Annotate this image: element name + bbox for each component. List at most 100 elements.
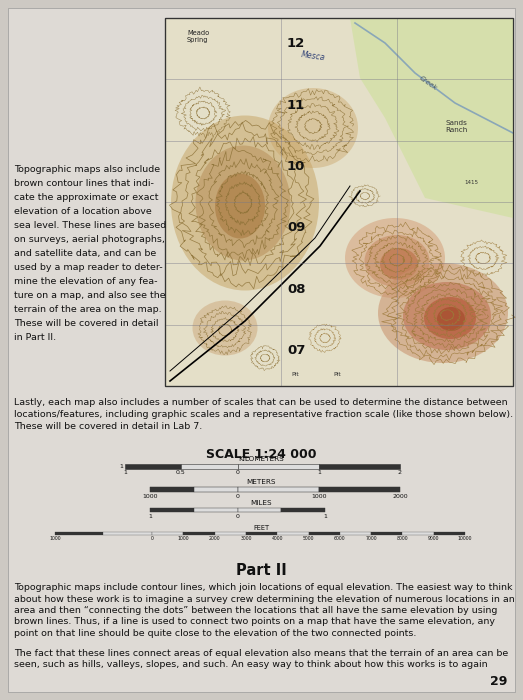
- Text: Meado
Spring: Meado Spring: [187, 30, 209, 43]
- Text: 1: 1: [119, 464, 123, 469]
- Text: Creek: Creek: [418, 75, 438, 91]
- Text: mine the elevation of any fea-: mine the elevation of any fea-: [14, 277, 157, 286]
- Text: 8000: 8000: [396, 536, 408, 541]
- Bar: [150, 487, 194, 492]
- Ellipse shape: [192, 300, 257, 356]
- Ellipse shape: [403, 282, 491, 350]
- Ellipse shape: [380, 248, 418, 280]
- Text: 1000: 1000: [142, 494, 158, 498]
- Bar: [181, 464, 238, 469]
- Text: 07: 07: [287, 344, 305, 357]
- Bar: [214, 532, 246, 535]
- Text: Lastly, each map also includes a number of scales that can be used to determine : Lastly, each map also includes a number …: [14, 398, 508, 407]
- Text: KILOMETERS: KILOMETERS: [238, 456, 284, 462]
- Text: about how these work is to imagine a survey crew determining the elevation of nu: about how these work is to imagine a sur…: [14, 594, 515, 603]
- Text: cate the approximate or exact: cate the approximate or exact: [14, 193, 158, 202]
- Text: 1415: 1415: [464, 181, 478, 186]
- Text: Topographic maps also include: Topographic maps also include: [14, 165, 160, 174]
- Text: in Part II.: in Part II.: [14, 333, 56, 342]
- Bar: [238, 508, 281, 512]
- Text: SCALE 1:24 000: SCALE 1:24 000: [206, 448, 316, 461]
- Ellipse shape: [424, 297, 476, 339]
- Bar: [246, 532, 277, 535]
- Bar: [194, 508, 238, 512]
- Text: 0: 0: [236, 494, 240, 498]
- Text: These will be covered in detail: These will be covered in detail: [14, 319, 158, 328]
- Text: 1000: 1000: [311, 494, 327, 498]
- Bar: [371, 532, 402, 535]
- Ellipse shape: [268, 88, 358, 168]
- Ellipse shape: [365, 235, 429, 287]
- Text: 10: 10: [287, 160, 305, 173]
- Text: terrain of the area on the map.: terrain of the area on the map.: [14, 305, 162, 314]
- Text: METERS: METERS: [246, 479, 276, 485]
- Text: 11: 11: [287, 99, 305, 111]
- Text: point on that line should be quite close to the elevation of the two connected p: point on that line should be quite close…: [14, 629, 416, 638]
- Ellipse shape: [171, 116, 319, 290]
- Text: and satellite data, and can be: and satellite data, and can be: [14, 249, 156, 258]
- Bar: [277, 532, 309, 535]
- Ellipse shape: [215, 174, 265, 239]
- Text: Topographic maps include contour lines, which join locations of equal elevation.: Topographic maps include contour lines, …: [14, 583, 513, 592]
- Bar: [402, 532, 434, 535]
- Text: Sands
Ranch: Sands Ranch: [445, 120, 467, 134]
- Text: 2: 2: [398, 470, 402, 475]
- Text: brown lines. Thus, if a line is used to connect two points on a map that have th: brown lines. Thus, if a line is used to …: [14, 617, 495, 626]
- Text: 1: 1: [323, 514, 327, 519]
- Bar: [125, 464, 181, 469]
- Text: sea level. These lines are based: sea level. These lines are based: [14, 221, 166, 230]
- Text: FEET: FEET: [253, 525, 269, 531]
- Text: 7000: 7000: [365, 536, 377, 541]
- Text: 12: 12: [287, 37, 305, 50]
- Text: 6000: 6000: [334, 536, 346, 541]
- Text: 4000: 4000: [271, 536, 283, 541]
- Ellipse shape: [437, 307, 465, 331]
- Text: 1: 1: [148, 514, 152, 519]
- Text: 1: 1: [123, 470, 127, 475]
- Text: 0: 0: [236, 514, 240, 519]
- Bar: [238, 464, 319, 469]
- Text: brown contour lines that indi-: brown contour lines that indi-: [14, 179, 154, 188]
- Bar: [103, 532, 152, 535]
- Text: used by a map reader to deter-: used by a map reader to deter-: [14, 263, 163, 272]
- Text: 5000: 5000: [303, 536, 314, 541]
- Ellipse shape: [196, 146, 290, 260]
- Text: 29: 29: [490, 675, 507, 688]
- Text: locations/features, including graphic scales and a representative fraction scale: locations/features, including graphic sc…: [14, 410, 513, 419]
- Bar: [165, 18, 513, 386]
- Bar: [281, 508, 325, 512]
- Text: Part II: Part II: [236, 563, 287, 578]
- Text: 1000: 1000: [49, 536, 61, 541]
- Text: 0: 0: [236, 470, 240, 475]
- Text: Pit: Pit: [333, 372, 341, 377]
- Text: MILES: MILES: [250, 500, 272, 506]
- Bar: [319, 487, 400, 492]
- Bar: [238, 487, 319, 492]
- Text: 9000: 9000: [428, 536, 439, 541]
- Bar: [319, 464, 400, 469]
- Text: 08: 08: [287, 283, 305, 295]
- Ellipse shape: [345, 218, 445, 298]
- Text: 1000: 1000: [177, 536, 189, 541]
- Text: 2000: 2000: [209, 536, 220, 541]
- Text: on surveys, aerial photographs,: on surveys, aerial photographs,: [14, 235, 165, 244]
- Text: 0: 0: [151, 536, 153, 541]
- Bar: [309, 532, 340, 535]
- Text: 1: 1: [317, 470, 321, 475]
- Text: The fact that these lines connect areas of equal elevation also means that the t: The fact that these lines connect areas …: [14, 648, 508, 657]
- Text: 2000: 2000: [392, 494, 408, 498]
- Text: ture on a map, and also see the: ture on a map, and also see the: [14, 291, 166, 300]
- Text: 0.5: 0.5: [176, 470, 186, 475]
- Text: Mesca: Mesca: [300, 50, 326, 62]
- Bar: [340, 532, 371, 535]
- Text: 09: 09: [287, 221, 305, 234]
- Ellipse shape: [378, 263, 508, 363]
- Bar: [55, 532, 103, 535]
- Bar: [194, 487, 238, 492]
- Polygon shape: [350, 18, 513, 218]
- Text: 3000: 3000: [240, 536, 252, 541]
- Text: area and then “connecting the dots” between the locations that all have the same: area and then “connecting the dots” betw…: [14, 606, 497, 615]
- Text: 10000: 10000: [458, 536, 472, 541]
- Bar: [165, 18, 513, 386]
- Bar: [152, 532, 183, 535]
